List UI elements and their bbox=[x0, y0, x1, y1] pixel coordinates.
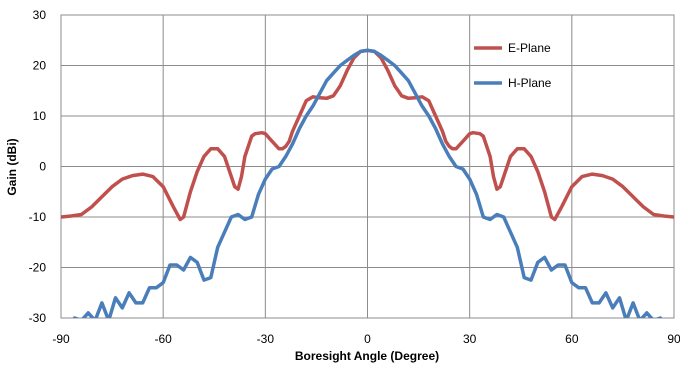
plot-frame bbox=[60, 14, 675, 319]
legend: E-Plane H-Plane bbox=[474, 41, 552, 90]
legend-label-e-plane: E-Plane bbox=[508, 41, 551, 55]
y-tick-label: 30 bbox=[33, 8, 47, 22]
x-tick-label: 60 bbox=[565, 332, 579, 346]
y-axis-title: Gain (dBi) bbox=[5, 138, 19, 195]
y-tick-label: 0 bbox=[39, 160, 46, 174]
x-axis-title: Boresight Angle (Degree) bbox=[295, 349, 439, 363]
x-tick-label: 0 bbox=[364, 332, 371, 346]
y-tick-label: -30 bbox=[29, 311, 47, 325]
x-tick-label: -60 bbox=[154, 332, 172, 346]
data-series bbox=[61, 48, 674, 318]
legend-label-h-plane: H-Plane bbox=[508, 76, 552, 90]
y-tick-label: 10 bbox=[33, 109, 47, 123]
y-tick-label: -10 bbox=[29, 210, 47, 224]
y-tick-label: 20 bbox=[33, 59, 47, 73]
grid-lines bbox=[60, 14, 675, 319]
y-tick-label: -20 bbox=[29, 261, 47, 275]
x-tick-label: 30 bbox=[463, 332, 477, 346]
series-line-h-plane bbox=[72, 48, 663, 318]
x-tick-label: -90 bbox=[52, 332, 70, 346]
x-tick-label: -30 bbox=[257, 332, 275, 346]
tick-labels: -90 -60 -30 0 30 60 90 30 20 10 0 -10 -20 -30 bbox=[29, 8, 680, 346]
x-tick-label: 90 bbox=[667, 332, 680, 346]
series-group bbox=[61, 48, 674, 318]
